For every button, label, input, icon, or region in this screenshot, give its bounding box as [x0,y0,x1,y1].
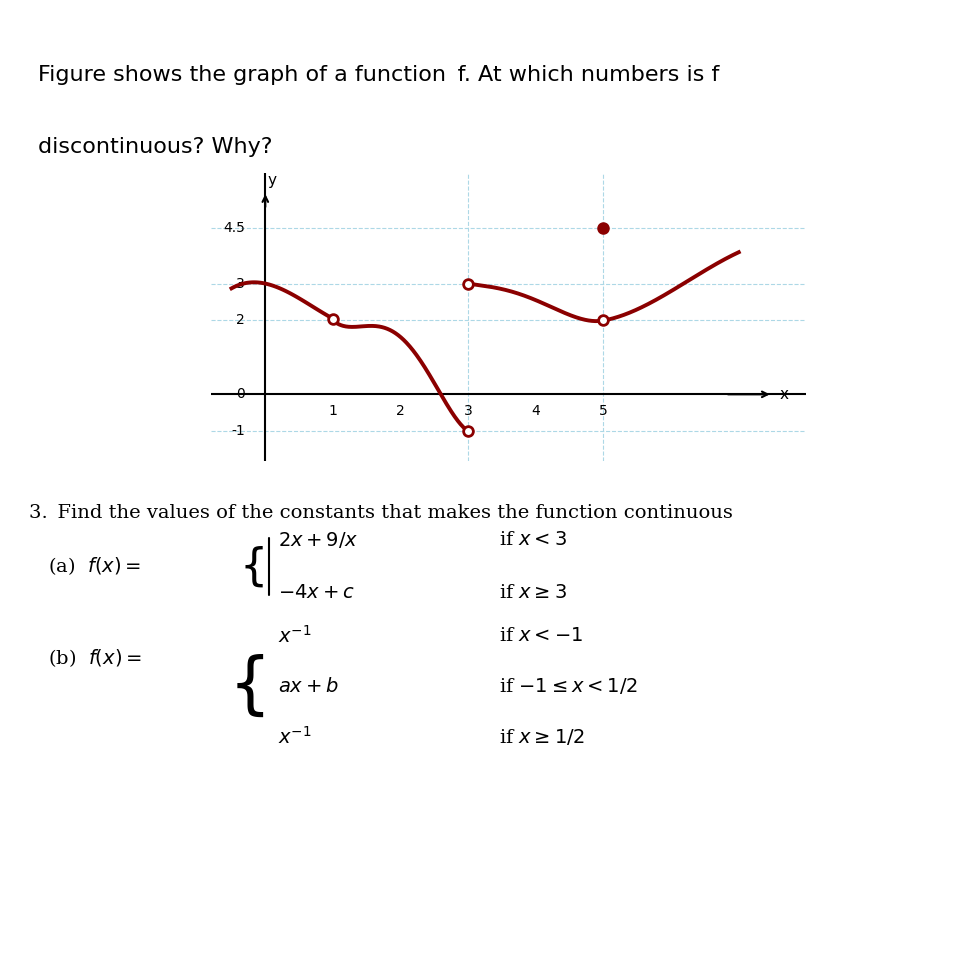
Text: $-4x + c$: $-4x + c$ [278,584,355,602]
Text: -1: -1 [231,424,245,439]
Text: $x^{-1}$: $x^{-1}$ [278,625,312,647]
Text: if $x < -1$: if $x < -1$ [499,627,584,645]
Text: x: x [780,387,788,402]
Text: y: y [268,173,276,187]
Text: 4.5: 4.5 [223,221,245,235]
Text: 2: 2 [396,403,405,418]
Text: Figure shows the graph of a function  f. At which numbers is f: Figure shows the graph of a function f. … [38,65,720,84]
Text: discontinuous? Why?: discontinuous? Why? [38,137,273,156]
Text: $\{$: $\{$ [239,544,264,588]
Text: (a)  $f(x) =$: (a) $f(x) =$ [48,556,141,577]
Text: 2: 2 [236,314,245,327]
Text: 3. Find the values of the constants that makes the function continuous: 3. Find the values of the constants that… [29,504,732,522]
Text: $\{$: $\{$ [228,653,264,720]
Text: $ax + b$: $ax + b$ [278,677,339,696]
Text: 3: 3 [236,276,245,291]
Text: if $-1 \leq x < 1/2$: if $-1 \leq x < 1/2$ [499,677,637,696]
Text: 1: 1 [328,403,337,418]
Text: 3: 3 [464,403,472,418]
Text: 0: 0 [236,387,245,401]
Text: 5: 5 [599,403,608,418]
Text: 4: 4 [532,403,540,418]
Text: $2x + 9/x$: $2x + 9/x$ [278,530,359,550]
Text: if $x < 3$: if $x < 3$ [499,531,567,549]
Text: if $x \geq 3$: if $x \geq 3$ [499,584,567,602]
Text: (b)  $f(x) =$: (b) $f(x) =$ [48,647,142,668]
Text: if $x \geq 1/2$: if $x \geq 1/2$ [499,727,585,747]
Text: $x^{-1}$: $x^{-1}$ [278,726,312,748]
